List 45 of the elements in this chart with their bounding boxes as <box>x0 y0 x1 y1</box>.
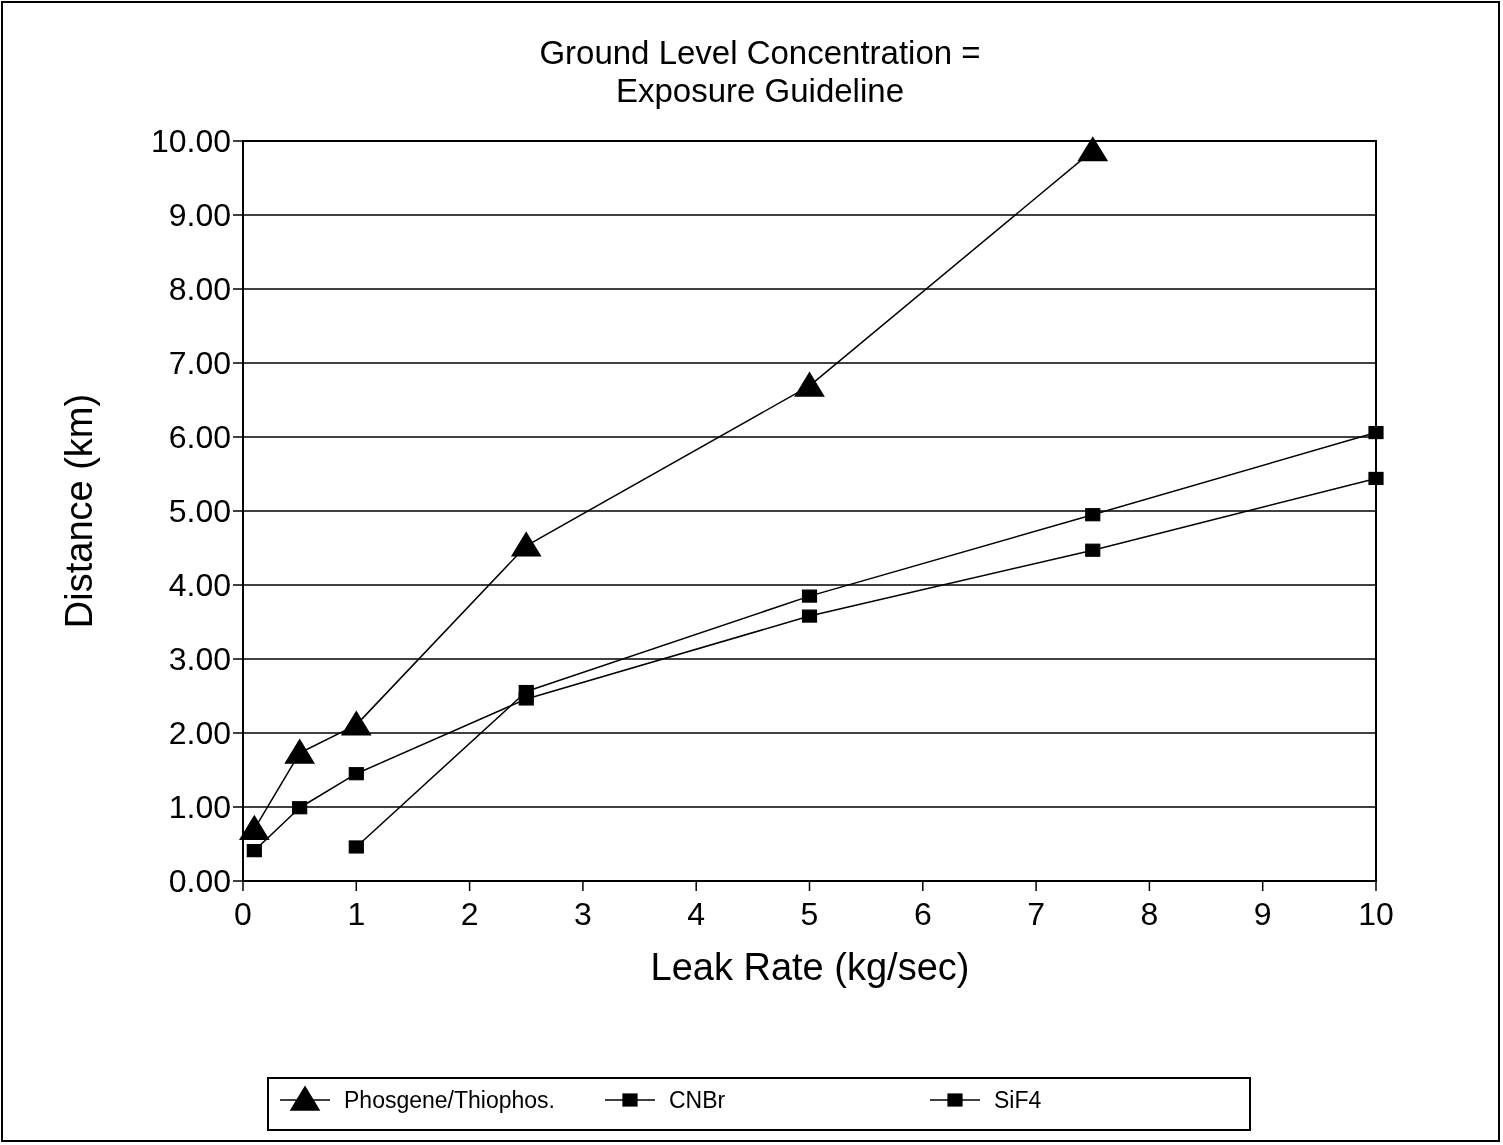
y-tick-label: 10.00 <box>150 123 231 160</box>
x-tick-label: 2 <box>460 896 479 932</box>
point <box>1368 425 1384 440</box>
point <box>284 739 315 764</box>
point <box>246 844 262 858</box>
y-tick-label: 9.00 <box>168 197 231 234</box>
point <box>348 767 364 781</box>
x-tick-label: 0 <box>234 896 252 932</box>
point <box>511 532 541 557</box>
y-tick-label: 3.00 <box>168 641 231 678</box>
point <box>794 372 825 397</box>
y-tick-label: 7.00 <box>168 345 231 382</box>
legend-label: SiF4 <box>994 1087 1042 1114</box>
chart-title: Ground Level Concentration = Exposure Guideline <box>539 34 981 109</box>
x-tick-label: 6 <box>913 896 932 932</box>
point <box>341 711 372 736</box>
y-tick-label: 2.00 <box>168 715 231 752</box>
x-tick-label: 10 <box>1358 896 1394 932</box>
x-tick-label: 4 <box>687 896 706 932</box>
y-tick-label: 5.00 <box>168 493 231 530</box>
x-tick-label: 8 <box>1140 896 1159 932</box>
legend-label: CNBr <box>669 1087 726 1114</box>
y-tick-label: 0.00 <box>168 863 231 900</box>
point <box>801 609 818 623</box>
x-axis-title: Leak Rate (kg/sec) <box>650 946 970 988</box>
point <box>518 692 534 706</box>
y-tick-label: 1.00 <box>168 789 231 826</box>
y-tick-label: 4.00 <box>168 567 231 604</box>
point <box>1085 543 1101 557</box>
point <box>801 589 818 603</box>
point <box>348 840 364 854</box>
x-tick-label: 9 <box>1253 896 1272 932</box>
x-tick-label: 7 <box>1027 896 1045 932</box>
y-axis-title: Distance (km) <box>58 393 100 629</box>
y-tick-label: 8.00 <box>168 271 231 308</box>
y-tick-label: 6.00 <box>168 419 231 456</box>
point <box>292 801 308 815</box>
point <box>1368 471 1384 486</box>
point <box>239 815 270 840</box>
x-tick-label: 5 <box>800 896 819 932</box>
legend-label: Phosgene/Thiophos. <box>344 1087 555 1114</box>
x-tick-label: 3 <box>574 896 592 932</box>
x-tick-label: 1 <box>347 896 366 932</box>
point <box>1078 136 1108 162</box>
point <box>1085 508 1101 522</box>
